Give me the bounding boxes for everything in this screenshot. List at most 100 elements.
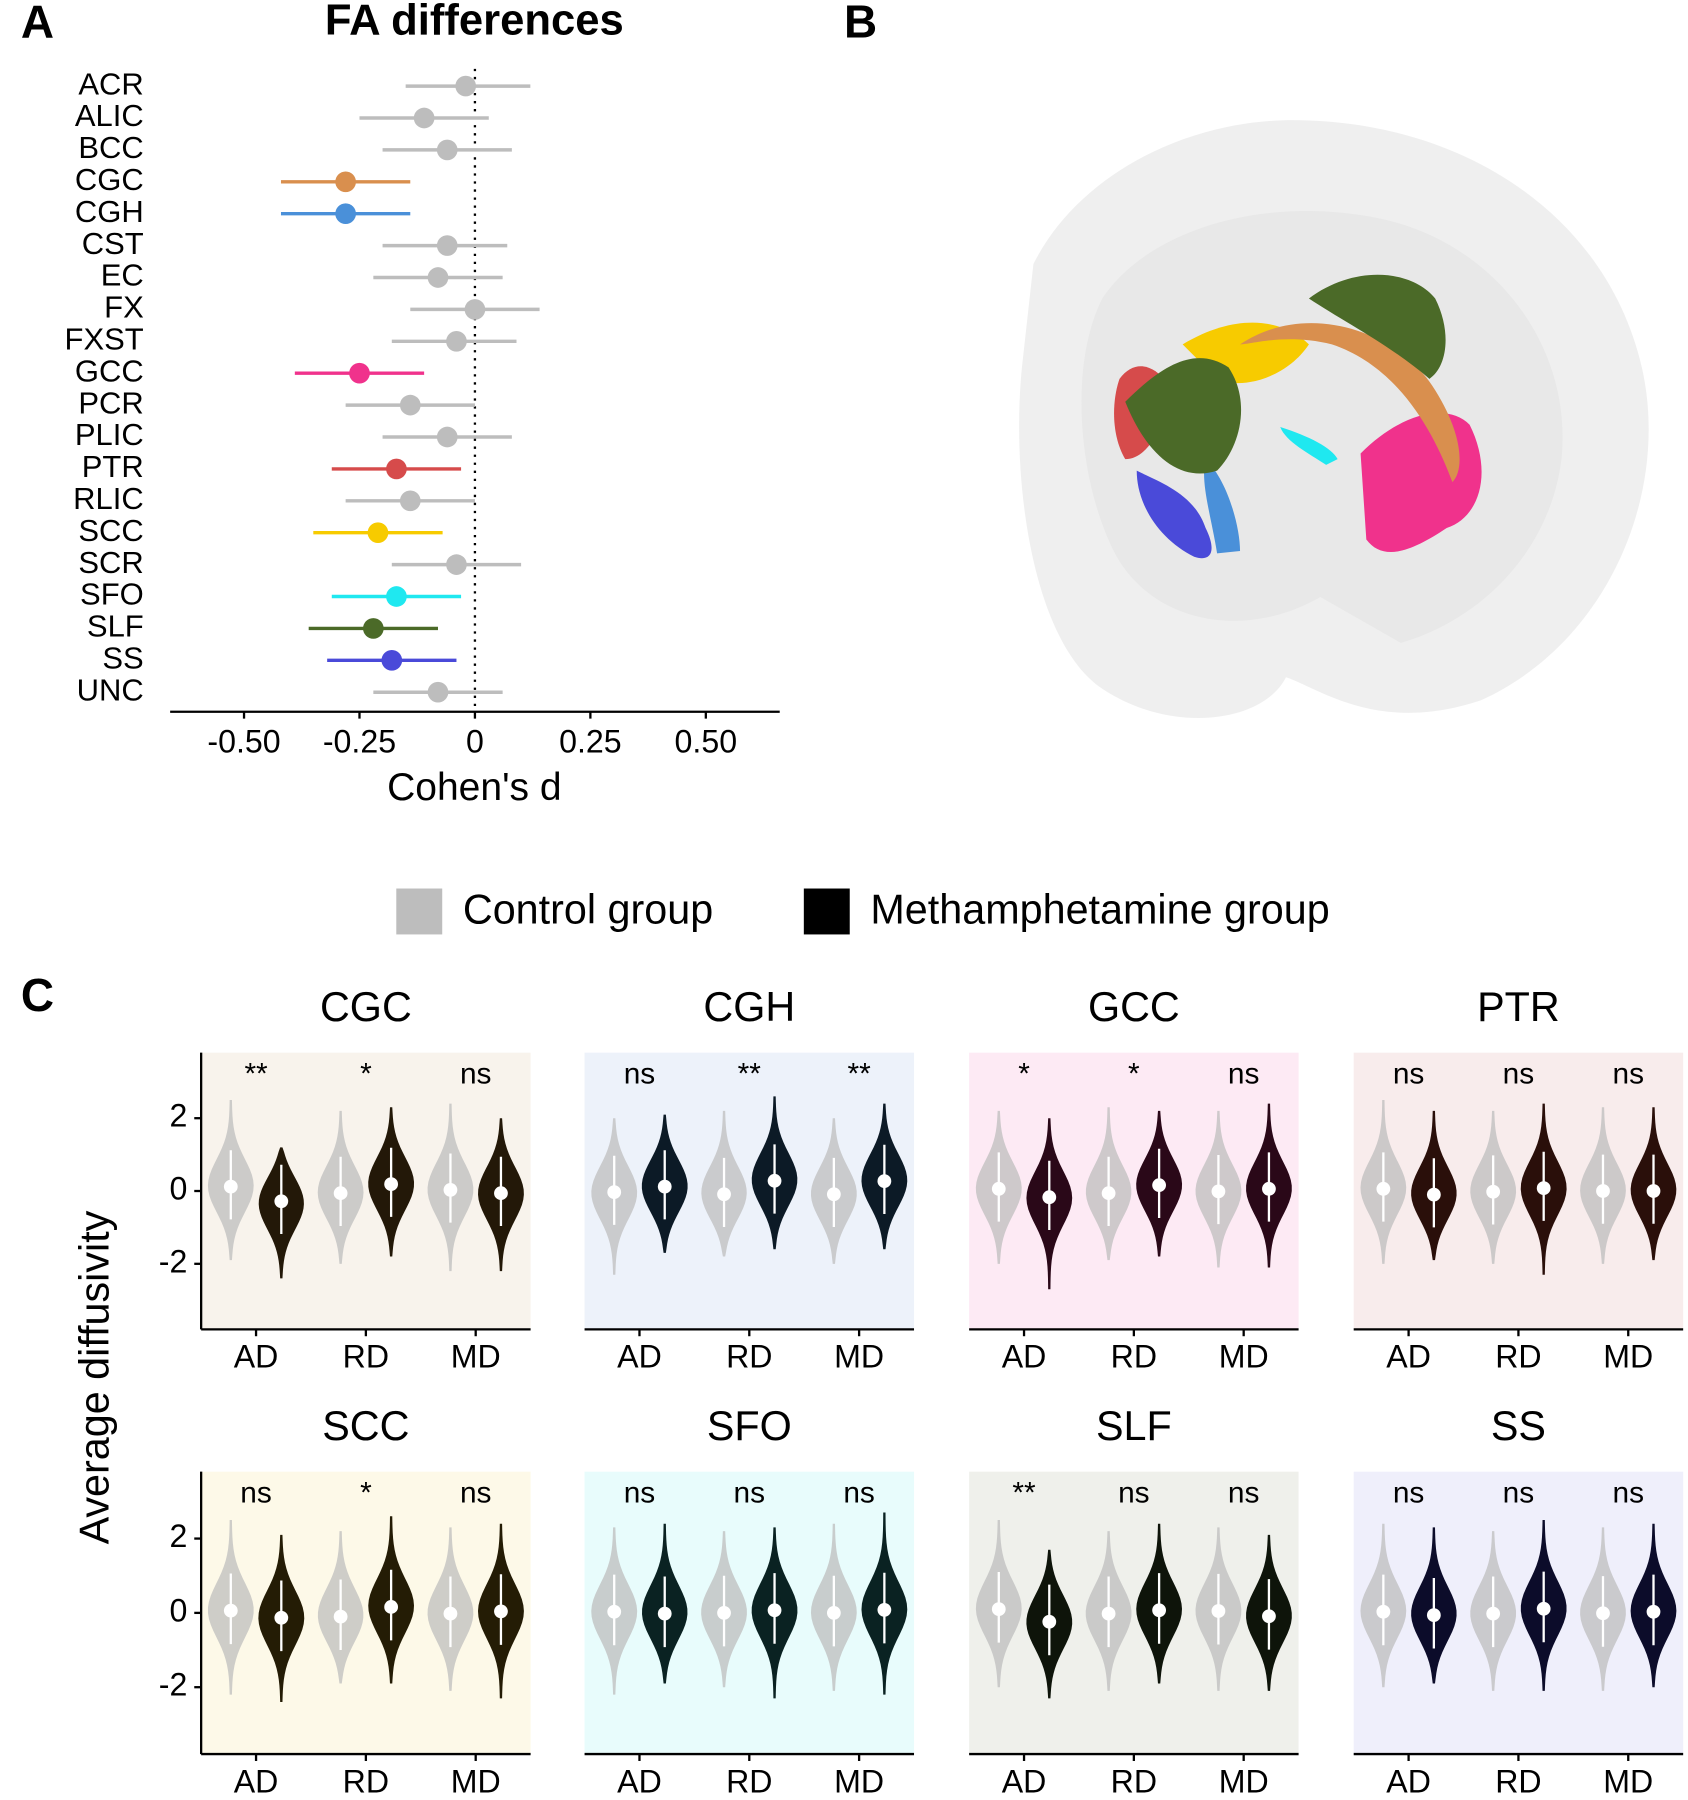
tract-sfo <box>1280 427 1338 465</box>
point <box>446 554 467 575</box>
median-point <box>1211 1604 1226 1618</box>
significance-label: ns <box>240 1477 272 1510</box>
x-tick-label: -0.50 <box>207 723 280 759</box>
median-point <box>223 1179 238 1194</box>
significance-label: ns <box>624 1477 656 1510</box>
significance-label: ns <box>1393 1477 1425 1510</box>
median-point <box>1101 1606 1116 1621</box>
median-point <box>384 1177 399 1191</box>
tract-cgc <box>1240 323 1460 483</box>
x-tick-label: AD <box>234 1763 279 1799</box>
point <box>427 681 449 703</box>
median-point <box>1536 1181 1551 1195</box>
y-tick-label: 0 <box>169 1170 187 1206</box>
facet-background <box>1353 1471 1684 1755</box>
significance-label: ** <box>1012 1477 1036 1510</box>
significance-label: * <box>360 1058 372 1091</box>
median-point <box>443 1606 458 1621</box>
x-tick-label: RD <box>726 1339 772 1375</box>
facet-background <box>1353 1052 1684 1330</box>
point <box>349 362 370 384</box>
x-tick-label: AD <box>234 1339 279 1375</box>
median-point <box>1646 1184 1661 1198</box>
median-point <box>1262 1609 1276 1624</box>
x-tick-label: 0.50 <box>675 723 738 759</box>
significance-label: ns <box>624 1058 656 1091</box>
x-tick-label: MD <box>1219 1339 1269 1375</box>
significance-label: ns <box>460 1477 492 1510</box>
facet-title: PTR <box>1477 984 1560 1030</box>
significance-label: * <box>1128 1058 1140 1091</box>
legend-swatch <box>396 888 443 935</box>
x-tick-label: RD <box>1495 1763 1541 1799</box>
point <box>436 235 458 256</box>
facet-background <box>584 1471 915 1755</box>
x-tick-label: RD <box>1495 1339 1541 1375</box>
median-point <box>826 1187 841 1202</box>
y-tick-label: SLF <box>87 609 144 644</box>
y-tick-label: 0 <box>169 1592 187 1628</box>
median-point <box>333 1609 348 1624</box>
point <box>381 649 403 671</box>
point <box>413 107 435 129</box>
y-tick-label: 2 <box>169 1518 187 1554</box>
median-point <box>991 1602 1006 1617</box>
point <box>367 522 389 544</box>
significance-label: ns <box>1393 1058 1425 1091</box>
legend-swatch <box>803 888 850 935</box>
point <box>436 426 458 448</box>
facet-background <box>201 1471 531 1755</box>
y-tick-label: -2 <box>159 1667 188 1703</box>
facet-title: SS <box>1491 1403 1546 1449</box>
median-point <box>1101 1186 1116 1201</box>
significance-label: ns <box>460 1058 492 1091</box>
facet-title: SLF <box>1096 1403 1172 1449</box>
facet-title: GCC <box>1088 984 1180 1030</box>
x-tick-label: AD <box>617 1763 662 1799</box>
significance-label: ns <box>1503 1058 1535 1091</box>
x-tick-label: MD <box>451 1763 501 1799</box>
y-tick-label: PCR <box>78 385 143 420</box>
facet-title: SCC <box>322 1403 409 1449</box>
median-point <box>826 1605 841 1620</box>
x-tick-label: 0.25 <box>559 723 622 759</box>
median-point <box>1262 1181 1276 1196</box>
panel-label: B <box>844 0 877 47</box>
median-point <box>607 1604 622 1619</box>
y-tick-label: PTR <box>82 449 144 484</box>
x-tick-label: AD <box>1386 1339 1431 1375</box>
significance-label: ns <box>1612 1058 1644 1091</box>
median-point <box>717 1187 731 1202</box>
facet-title: CGC <box>320 984 412 1030</box>
y-tick-label: GCC <box>75 353 144 388</box>
median-point <box>1042 1190 1057 1205</box>
median-point <box>1152 1178 1167 1193</box>
y-tick-label: FX <box>104 290 144 325</box>
median-point <box>1426 1187 1441 1202</box>
y-axis-label: Average diffusivity <box>72 1210 118 1544</box>
y-tick-label: SCC <box>78 513 143 548</box>
significance-label: * <box>1018 1058 1030 1091</box>
median-point <box>1426 1608 1441 1622</box>
y-tick-label: CGC <box>75 162 144 197</box>
y-tick-label: SCR <box>78 545 143 580</box>
x-tick-label: MD <box>1219 1763 1269 1799</box>
significance-label: ns <box>843 1477 875 1510</box>
significance-label: * <box>360 1477 372 1510</box>
y-tick-label: FXST <box>65 321 144 356</box>
y-tick-label: ACR <box>78 66 143 101</box>
median-point <box>274 1610 289 1625</box>
point <box>427 267 449 288</box>
median-point <box>1376 1604 1391 1619</box>
facet-title: SFO <box>707 1403 792 1449</box>
median-point <box>494 1186 508 1201</box>
point <box>436 139 458 161</box>
y-tick-label: PLIC <box>75 417 144 452</box>
x-tick-label: 0 <box>466 723 484 759</box>
point <box>446 330 467 352</box>
x-tick-label: AD <box>1002 1763 1047 1799</box>
point <box>399 490 421 512</box>
median-point <box>223 1603 238 1618</box>
median-point <box>1646 1604 1661 1619</box>
